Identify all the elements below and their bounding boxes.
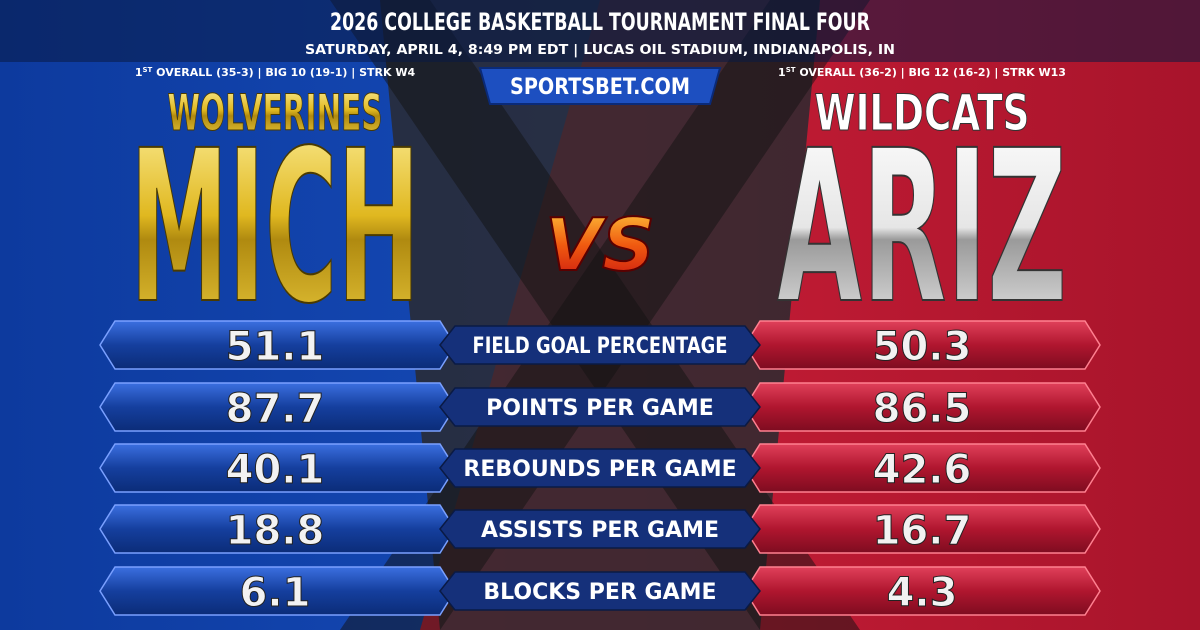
stat-label-bar xyxy=(439,509,761,549)
stat-label: BLOCKS PER GAME xyxy=(483,580,716,605)
team-abbr: ARIZ xyxy=(777,105,1067,350)
subtitle: SATURDAY, APRIL 4, 8:49 PM EDT | LUCAS O… xyxy=(305,43,895,58)
stat-label-bar xyxy=(439,325,761,365)
stat-left-value: 51.1 xyxy=(226,324,325,370)
team-record: 1ST OVERALL (35-3) | BIG 10 (19-1) | STR… xyxy=(135,66,416,79)
stat-left-value: 6.1 xyxy=(240,570,311,616)
title: 2026 COLLEGE BASKETBALL TOURNAMENT FINAL… xyxy=(330,8,870,36)
stat-label-bar xyxy=(439,448,761,488)
record-detail: OVERALL (35-3) | BIG 10 (19-1) | STRK W4 xyxy=(152,66,415,79)
stat-label: ASSISTS PER GAME xyxy=(481,518,719,543)
stat-left-value: 18.8 xyxy=(226,508,325,554)
team-nickname: WOLVERINES xyxy=(168,84,383,142)
team-nickname: WILDCATS xyxy=(815,84,1030,142)
stat-label: POINTS PER GAME xyxy=(486,396,714,421)
stat-bar-left xyxy=(99,504,456,554)
stat-label: REBOUNDS PER GAME xyxy=(463,457,736,482)
stat-bar-left xyxy=(99,443,456,493)
stat-bar-left xyxy=(99,566,456,616)
stat-right-value: 86.5 xyxy=(873,386,972,432)
stat-bar-left xyxy=(99,320,456,370)
stat-right-value: 42.6 xyxy=(873,447,972,493)
site-banner xyxy=(478,67,722,105)
stat-label-bar xyxy=(439,571,761,611)
stat-right-value: 50.3 xyxy=(873,324,972,370)
site: SPORTSBET.COM xyxy=(510,75,690,100)
stat-label-bar xyxy=(439,387,761,427)
stat-right-value: 16.7 xyxy=(873,508,972,554)
record-rank-suffix: ST xyxy=(786,66,796,74)
record-rank-suffix: ST xyxy=(143,66,153,74)
header-band xyxy=(0,0,1200,62)
stat-bar-left xyxy=(99,382,456,432)
stat-left-value: 87.7 xyxy=(226,386,325,432)
team-abbr: MICH xyxy=(130,105,420,350)
stat-left-value: 40.1 xyxy=(226,447,325,493)
versus: VS xyxy=(545,203,655,287)
stat-label: FIELD GOAL PERCENTAGE xyxy=(473,334,728,359)
team-record: 1ST OVERALL (36-2) | BIG 12 (16-2) | STR… xyxy=(778,66,1066,79)
stat-right-value: 4.3 xyxy=(887,570,958,616)
record-detail: OVERALL (36-2) | BIG 12 (16-2) | STRK W1… xyxy=(796,66,1066,79)
record-rank: 1 xyxy=(778,66,786,79)
record-rank: 1 xyxy=(135,66,143,79)
